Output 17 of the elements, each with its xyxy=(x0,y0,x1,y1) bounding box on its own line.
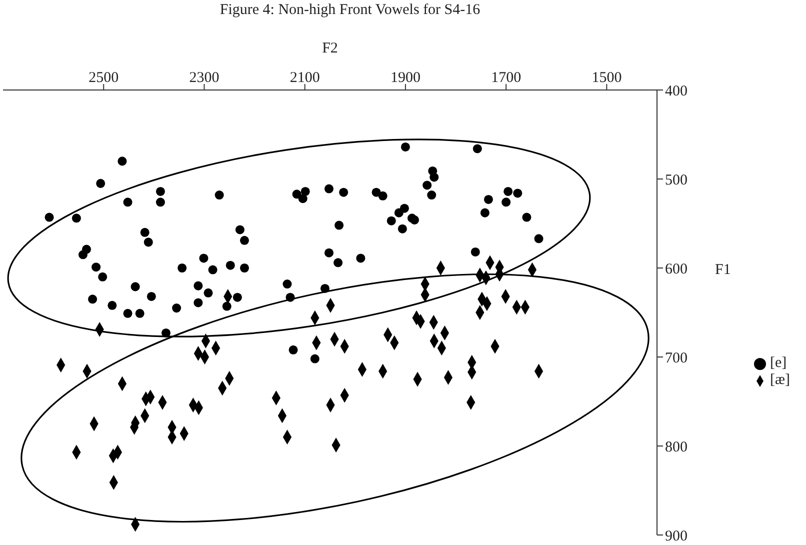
y-tick-label: 600 xyxy=(665,261,688,278)
chart-title: Figure 4: Non-high Front Vowels for S4-16 xyxy=(218,2,482,19)
legend-label: [æ] xyxy=(770,372,790,388)
x-tick-label: 1700 xyxy=(491,70,522,86)
y-tick-label: 900 xyxy=(665,528,688,544)
y-tick-label: 800 xyxy=(665,439,688,456)
x-tick-label: 2300 xyxy=(189,70,220,86)
y-tick-label: 700 xyxy=(665,350,688,366)
x-tick-label: 2500 xyxy=(88,70,119,86)
x-tick-label: 2100 xyxy=(290,70,320,86)
x-axis-title: F2 xyxy=(322,40,338,57)
legend-label: [e] xyxy=(770,355,787,371)
y-tick-label: 400 xyxy=(665,83,688,100)
x-tick-label: 1500 xyxy=(592,70,622,86)
y-axis-title: F1 xyxy=(715,262,731,278)
x-tick-label: 1900 xyxy=(390,70,420,86)
y-tick-label: 500 xyxy=(665,172,688,188)
